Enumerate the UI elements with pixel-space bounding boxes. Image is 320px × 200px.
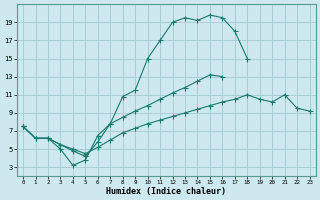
X-axis label: Humidex (Indice chaleur): Humidex (Indice chaleur) (106, 187, 226, 196)
